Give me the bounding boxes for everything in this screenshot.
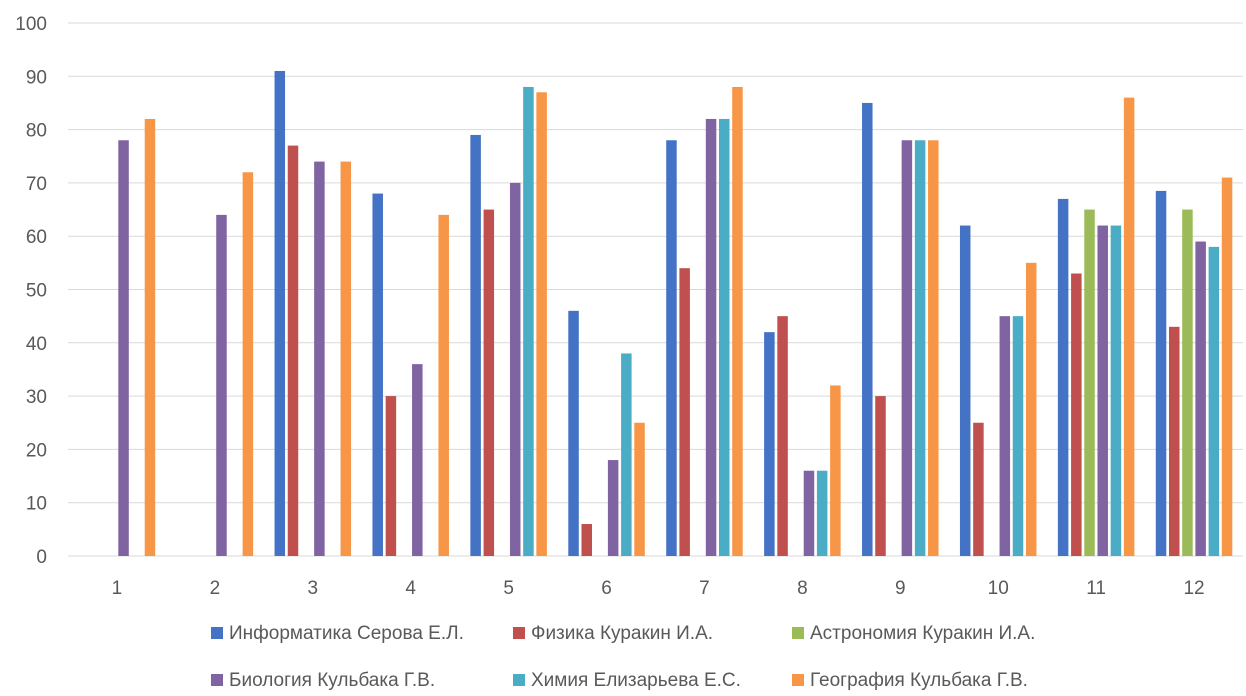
bar [1168,326,1180,556]
legend-label: Биология Кульбака Г.В. [229,670,435,691]
bar [816,470,828,556]
bar [340,161,352,556]
bar [1221,177,1233,556]
x-axis-ticks: 1 2 3 4 5 6 7 8 9 10 11 12 [112,578,1205,599]
bar [1195,241,1206,556]
y-tick-label: 30 [26,387,47,408]
bar [483,209,495,557]
bar [732,86,743,557]
legend-label: Физика Куракин И.А. [531,623,713,644]
x-tick-label: 10 [988,578,1009,599]
y-tick-label: 70 [26,174,47,195]
bar [385,396,397,556]
y-tick-label: 90 [26,67,47,88]
bar [287,145,299,556]
x-tick-label: 7 [699,578,710,599]
bar [679,268,690,556]
bar [536,92,547,556]
legend-label: География Кульбака Г.В. [810,670,1028,691]
bar [1025,262,1037,556]
legend-swatch [792,627,804,639]
x-tick-label: 1 [112,578,123,599]
bar [973,422,984,556]
x-tick-label: 2 [210,578,221,599]
y-tick-label: 0 [36,547,47,568]
bar [314,161,325,556]
bar [777,316,788,556]
legend: Информатика Серова Е.Л. Физика Куракин И.… [211,623,1035,691]
bar [914,140,926,556]
bar [666,140,677,556]
x-tick-label: 6 [601,578,612,599]
bar [470,134,481,556]
gridlines [68,22,1243,557]
bar [144,118,156,556]
bar [1123,97,1135,557]
bar [999,316,1011,556]
bar [242,172,254,557]
y-tick-label: 100 [15,14,47,35]
bar [875,396,886,556]
bar [764,332,775,556]
bar [1208,246,1220,557]
bar [438,214,449,556]
bar [803,470,815,556]
x-tick-label: 3 [308,578,319,599]
x-tick-label: 11 [1086,578,1106,599]
bar [1097,225,1108,557]
bar [830,385,841,556]
legend-swatch [211,674,223,686]
bar [1110,225,1122,557]
legend-swatch [513,674,525,686]
bar [607,460,619,556]
bar [1084,209,1095,557]
y-axis-ticks: 0 10 20 30 40 50 60 70 80 90 100 [15,14,47,568]
bar [1155,190,1167,556]
legend-label: Астрономия Куракин И.А. [810,623,1035,644]
bar [509,182,521,556]
x-tick-label: 12 [1183,578,1204,599]
bar [412,364,423,556]
bar [634,422,645,556]
bars [118,70,1233,557]
legend-swatch [513,627,525,639]
y-tick-label: 80 [26,121,47,142]
bar [1012,316,1024,556]
x-tick-label: 4 [405,578,416,599]
bar [118,140,129,556]
y-tick-label: 50 [26,281,47,302]
x-tick-label: 9 [895,578,906,599]
x-tick-label: 8 [797,578,808,599]
y-tick-label: 40 [26,334,47,355]
bar [928,140,939,556]
legend-swatch [792,674,804,686]
bar [959,225,971,557]
y-tick-label: 60 [26,227,47,248]
bar [719,118,730,556]
bar [216,214,227,556]
bar [862,102,873,556]
bar [523,86,534,557]
legend-swatch [211,627,223,639]
y-tick-label: 10 [26,494,47,515]
bar [621,353,632,556]
bar [372,193,383,556]
bar [705,118,717,556]
x-tick-label: 5 [503,578,514,599]
y-tick-label: 20 [26,440,47,461]
bar [1182,209,1193,557]
bar [1071,273,1082,556]
legend-label: Информатика Серова Е.Л. [229,623,464,644]
bar [581,524,592,556]
bar [274,70,286,556]
bar [568,310,579,556]
legend-label: Химия Елизарьева Е.С. [531,670,741,691]
bar [901,140,913,556]
bar [1057,198,1069,556]
